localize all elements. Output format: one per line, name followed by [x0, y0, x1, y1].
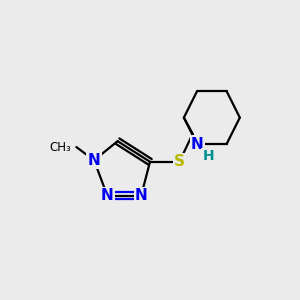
Text: CH₃: CH₃: [49, 141, 71, 154]
Text: S: S: [174, 154, 185, 169]
Text: N: N: [88, 153, 100, 168]
Text: H: H: [202, 149, 214, 164]
Text: N: N: [101, 188, 114, 203]
Text: N: N: [135, 188, 148, 203]
Text: N: N: [191, 136, 203, 152]
